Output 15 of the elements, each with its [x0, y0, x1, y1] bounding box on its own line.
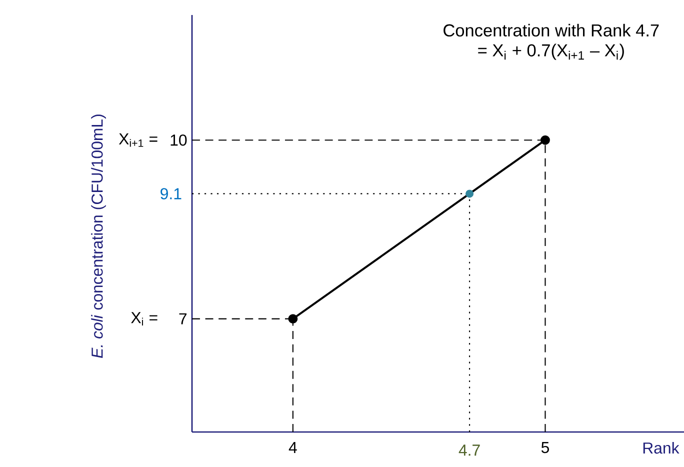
- chart-title: Concentration with Rank 4.7: [444, 24, 659, 37]
- text: X$_{i+1}$ =: [118, 133, 158, 147]
- y-axis-title: E. coli concentration (CFU/100mL): [91, 114, 106, 358]
- point: [288, 314, 298, 324]
- point: [540, 135, 550, 145]
- y-tick-label: 7: [179, 313, 187, 324]
- ref-line-label: 4.7: [458, 444, 480, 456]
- ref-line-label: 9.1: [160, 188, 182, 200]
- point: [466, 190, 474, 198]
- x-tick-label: 5: [541, 442, 549, 454]
- text: X$_{i}$ =: [131, 312, 158, 326]
- y-tick-label: 10: [170, 134, 187, 146]
- text: = X$_{i}$ + 0.7(X$_{i+1}$ – X$_{i}$): [478, 44, 624, 60]
- x-axis-title: Rank: [643, 442, 680, 454]
- x-tick-label: 4: [288, 442, 297, 453]
